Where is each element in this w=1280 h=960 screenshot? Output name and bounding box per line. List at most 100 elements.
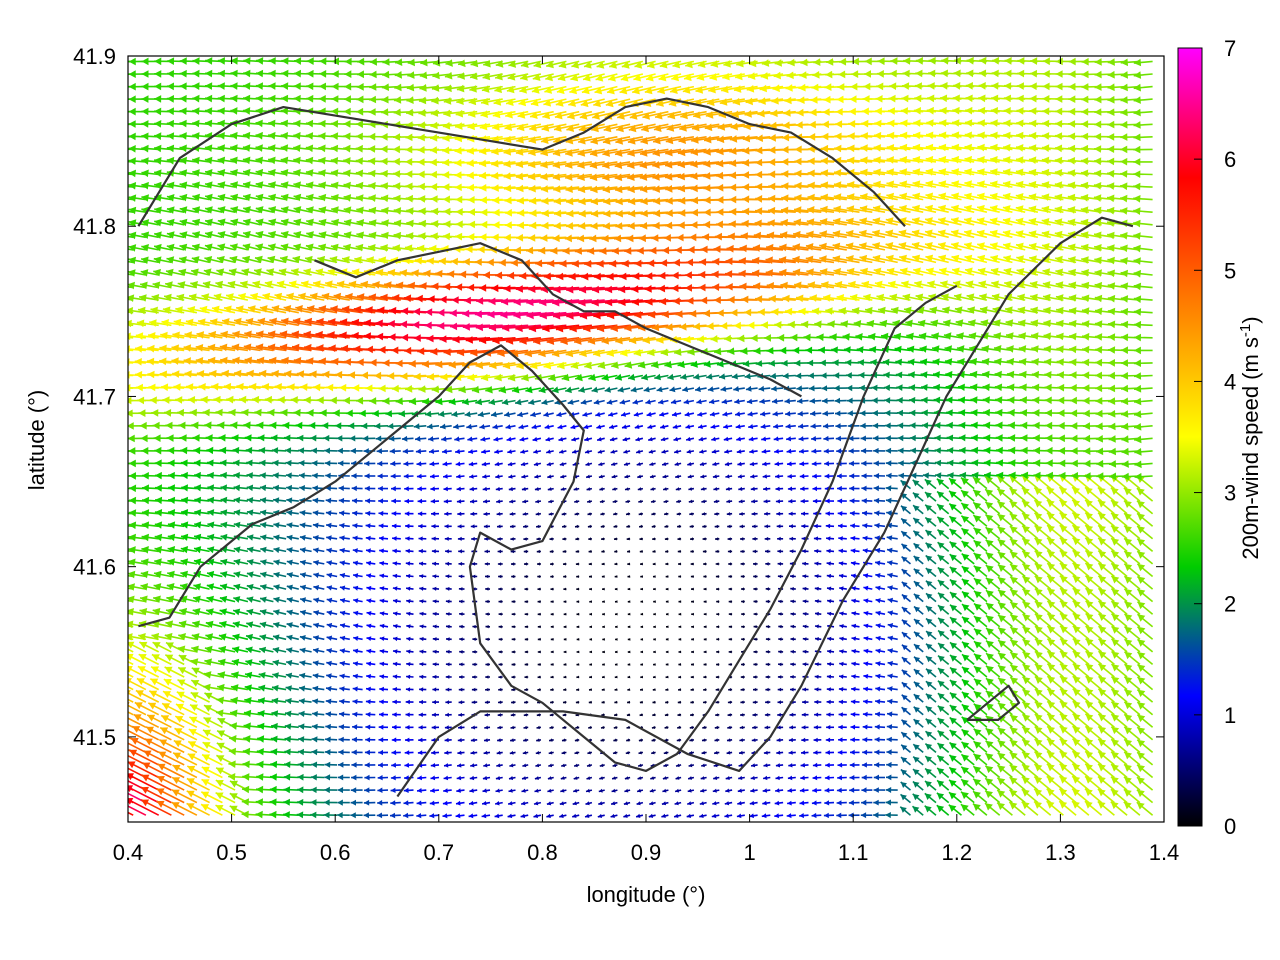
wind-vector-head xyxy=(307,305,315,313)
wind-vector-head xyxy=(330,120,339,128)
wind-vector-head xyxy=(141,558,149,566)
wind-vector-head xyxy=(480,220,488,229)
wind-vector-head xyxy=(365,384,373,392)
wind-vector-head xyxy=(442,158,450,167)
wind-vector-head xyxy=(443,499,449,504)
wind-vector-head xyxy=(365,724,371,730)
wind-vector xyxy=(128,361,146,364)
wind-vector-head xyxy=(362,435,369,442)
wind-vector-head xyxy=(190,704,198,712)
wind-vector-head xyxy=(135,690,144,698)
wind-vector-head xyxy=(269,785,277,794)
wind-vector-head xyxy=(368,132,376,141)
wind-vector-head xyxy=(438,410,445,418)
wind-vector-head xyxy=(116,58,123,66)
wind-vector-head xyxy=(313,547,319,554)
wind-vector-head xyxy=(260,584,267,591)
wind-vector-head xyxy=(242,119,251,128)
wind-vector-head xyxy=(178,633,186,641)
wind-vector-head xyxy=(243,94,251,103)
wind-vector-head xyxy=(468,110,476,118)
wind-vector-head xyxy=(220,558,228,566)
wind-vector-head xyxy=(144,738,153,746)
wind-vector-head xyxy=(318,357,326,366)
wind-vector-head xyxy=(230,684,239,692)
wind-vector-head xyxy=(176,293,185,302)
wind-vector-head xyxy=(326,535,332,541)
wind-vector-head xyxy=(136,678,145,686)
wind-vector-head xyxy=(207,471,214,479)
wind-vector-head xyxy=(363,448,369,454)
wind-vector-head xyxy=(118,738,126,745)
wind-vector-head xyxy=(128,761,136,769)
wind-vector-head xyxy=(614,562,618,566)
wind-vector-head xyxy=(332,409,340,417)
wind-vector-head xyxy=(260,571,267,578)
wind-vector-head xyxy=(259,484,267,492)
wind-vector-head xyxy=(391,511,397,516)
wind-vector-head xyxy=(363,812,369,819)
wind-vector-head xyxy=(507,373,516,382)
wind-vector-head xyxy=(104,750,112,757)
wind-vector-head xyxy=(255,119,263,128)
wind-vector-head xyxy=(380,194,389,203)
wind-vector-head xyxy=(297,761,304,768)
wind-vector-head xyxy=(128,509,137,517)
wind-vector xyxy=(128,525,134,528)
wind-vector-head xyxy=(161,715,170,723)
wind-vector-head xyxy=(112,633,120,641)
wind-vector-head xyxy=(215,805,224,812)
wind-vector-head xyxy=(537,625,541,629)
wind-vector-head xyxy=(484,713,489,717)
wind-vector-head xyxy=(632,399,639,405)
wind-vector-head xyxy=(114,642,122,649)
wind-vector-head xyxy=(246,369,254,378)
wind-vector-head xyxy=(369,397,377,405)
wind-vector-head xyxy=(128,447,136,455)
wind-vector xyxy=(128,599,134,603)
wind-vector-head xyxy=(355,181,364,190)
wind-vector-head xyxy=(154,446,162,455)
wind-vector-head xyxy=(377,460,383,467)
wind-vector-head xyxy=(274,292,283,301)
wind-vector-head xyxy=(602,600,605,603)
wind-vector-head xyxy=(191,645,199,654)
wind-vector-head xyxy=(417,775,422,781)
wind-vector-head xyxy=(160,383,169,392)
wind-vector-head xyxy=(342,396,350,405)
wind-vector-head xyxy=(206,459,214,467)
wind-vector-head xyxy=(355,120,363,128)
wind-vector-head xyxy=(343,231,352,239)
wind-vector-head xyxy=(184,331,192,339)
wind-vector-head xyxy=(114,295,121,303)
wind-vector-head xyxy=(627,612,631,616)
wind-vector-head xyxy=(128,206,137,215)
wind-vector-head xyxy=(128,371,130,379)
wind-vector-head xyxy=(128,281,135,290)
wind-vector-head xyxy=(280,156,289,165)
wind-vector-head xyxy=(537,688,541,692)
wind-vector-head xyxy=(139,421,147,430)
wind-vector-head xyxy=(536,537,540,541)
wind-vector-head xyxy=(432,687,437,692)
wind-vector-head xyxy=(552,148,561,157)
wind-vector-head xyxy=(496,512,501,516)
wind-vector-head xyxy=(498,675,502,679)
wind-vector-head xyxy=(430,134,438,142)
wind-vector-head xyxy=(615,625,618,629)
wind-vector-head xyxy=(640,587,643,591)
wind-vector-head xyxy=(207,521,215,529)
wind-vector-head xyxy=(454,159,462,167)
wind-vector-head xyxy=(141,231,150,239)
wind-vector-head xyxy=(246,497,254,504)
wind-vector-head xyxy=(258,447,266,454)
wind-vector-head xyxy=(175,396,183,404)
wind-vector-head xyxy=(154,95,162,103)
wind-vector-head xyxy=(207,533,215,541)
wind-vector-head xyxy=(256,748,264,756)
wind-vector-head xyxy=(430,121,438,130)
wind-vector-head xyxy=(284,761,291,768)
wind-vector-head xyxy=(245,317,254,326)
wind-vector-head xyxy=(456,474,461,479)
wind-vector-head xyxy=(562,549,566,553)
